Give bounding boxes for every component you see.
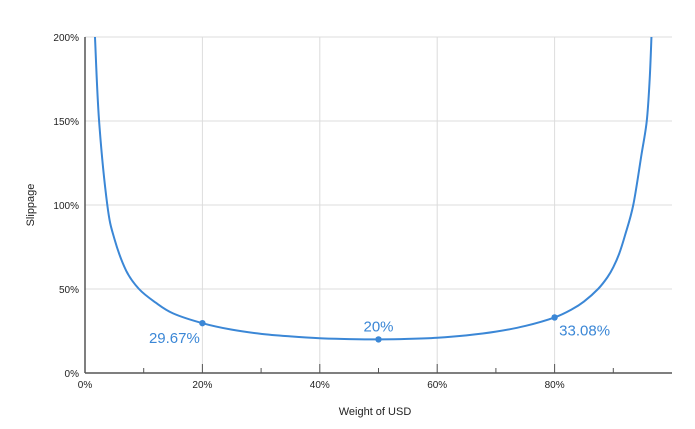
data-point	[199, 319, 206, 327]
y-tick-label: 0%	[65, 369, 80, 380]
data-label: 29.67%	[149, 330, 200, 347]
y-tick-label: 100%	[53, 201, 79, 212]
x-tick-label: 80%	[545, 380, 565, 391]
axes	[84, 37, 672, 374]
y-tick-label: 50%	[59, 285, 79, 296]
x-tick-label: 20%	[192, 380, 212, 391]
tick-labels: 0% 50% 100% 150% 200% 0% 20% 40% 60% 80%	[53, 33, 564, 391]
x-tick-label: 0%	[78, 380, 93, 391]
annotations: 29.67% 20% 33.08%	[149, 314, 610, 347]
y-tick-label: 200%	[53, 33, 79, 44]
x-tick-label: 60%	[427, 380, 447, 391]
grid	[85, 36, 672, 373]
data-label: 20%	[363, 318, 393, 335]
data-point	[551, 314, 558, 321]
data-point	[375, 336, 382, 343]
data-label: 33.08%	[559, 322, 610, 339]
x-axis-label: Weight of USD	[339, 406, 412, 418]
y-tick-label: 150%	[53, 117, 79, 128]
y-axis-label: Slippage	[25, 184, 37, 227]
slippage-line	[93, 36, 653, 341]
x-tick-label: 40%	[310, 380, 330, 391]
